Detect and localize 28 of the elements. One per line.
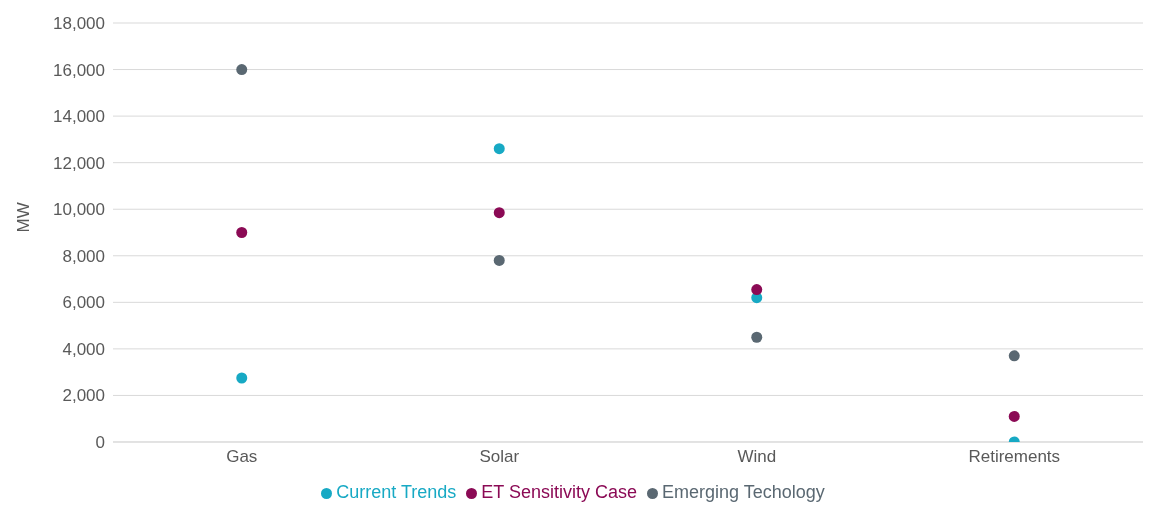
y-tick-label: 14,000 <box>53 107 105 127</box>
y-tick-label: 8,000 <box>62 246 105 266</box>
point <box>751 331 763 343</box>
x-tick-label: Gas <box>226 447 258 467</box>
legend-label: Current Trends <box>336 482 457 502</box>
y-tick-label: 12,000 <box>53 153 105 173</box>
point <box>236 227 248 238</box>
y-tick-label: 16,000 <box>53 60 105 80</box>
y-tick-label: 6,000 <box>62 293 105 313</box>
x-tick-label: Retirements <box>968 447 1061 467</box>
point <box>493 254 505 266</box>
point <box>236 64 248 76</box>
y-tick-label: 0 <box>95 433 105 453</box>
y-tick-label: 18,000 <box>53 14 105 34</box>
x-tick-label: Solar <box>479 447 520 467</box>
point <box>751 284 763 296</box>
point <box>1008 410 1020 422</box>
y-tick-label: 4,000 <box>62 339 105 359</box>
legend-label: Emerging Techology <box>662 482 825 502</box>
point <box>493 207 505 219</box>
point <box>236 372 248 384</box>
x-tick-label: Wind <box>737 447 777 467</box>
y-tick-label: 10,000 <box>53 200 105 220</box>
point <box>1008 350 1020 362</box>
y-tick-label: 2,000 <box>62 386 105 406</box>
legend-label: ET Sensitivity Case <box>481 482 638 502</box>
y-axis-title: MW <box>14 202 34 233</box>
point <box>493 143 505 155</box>
